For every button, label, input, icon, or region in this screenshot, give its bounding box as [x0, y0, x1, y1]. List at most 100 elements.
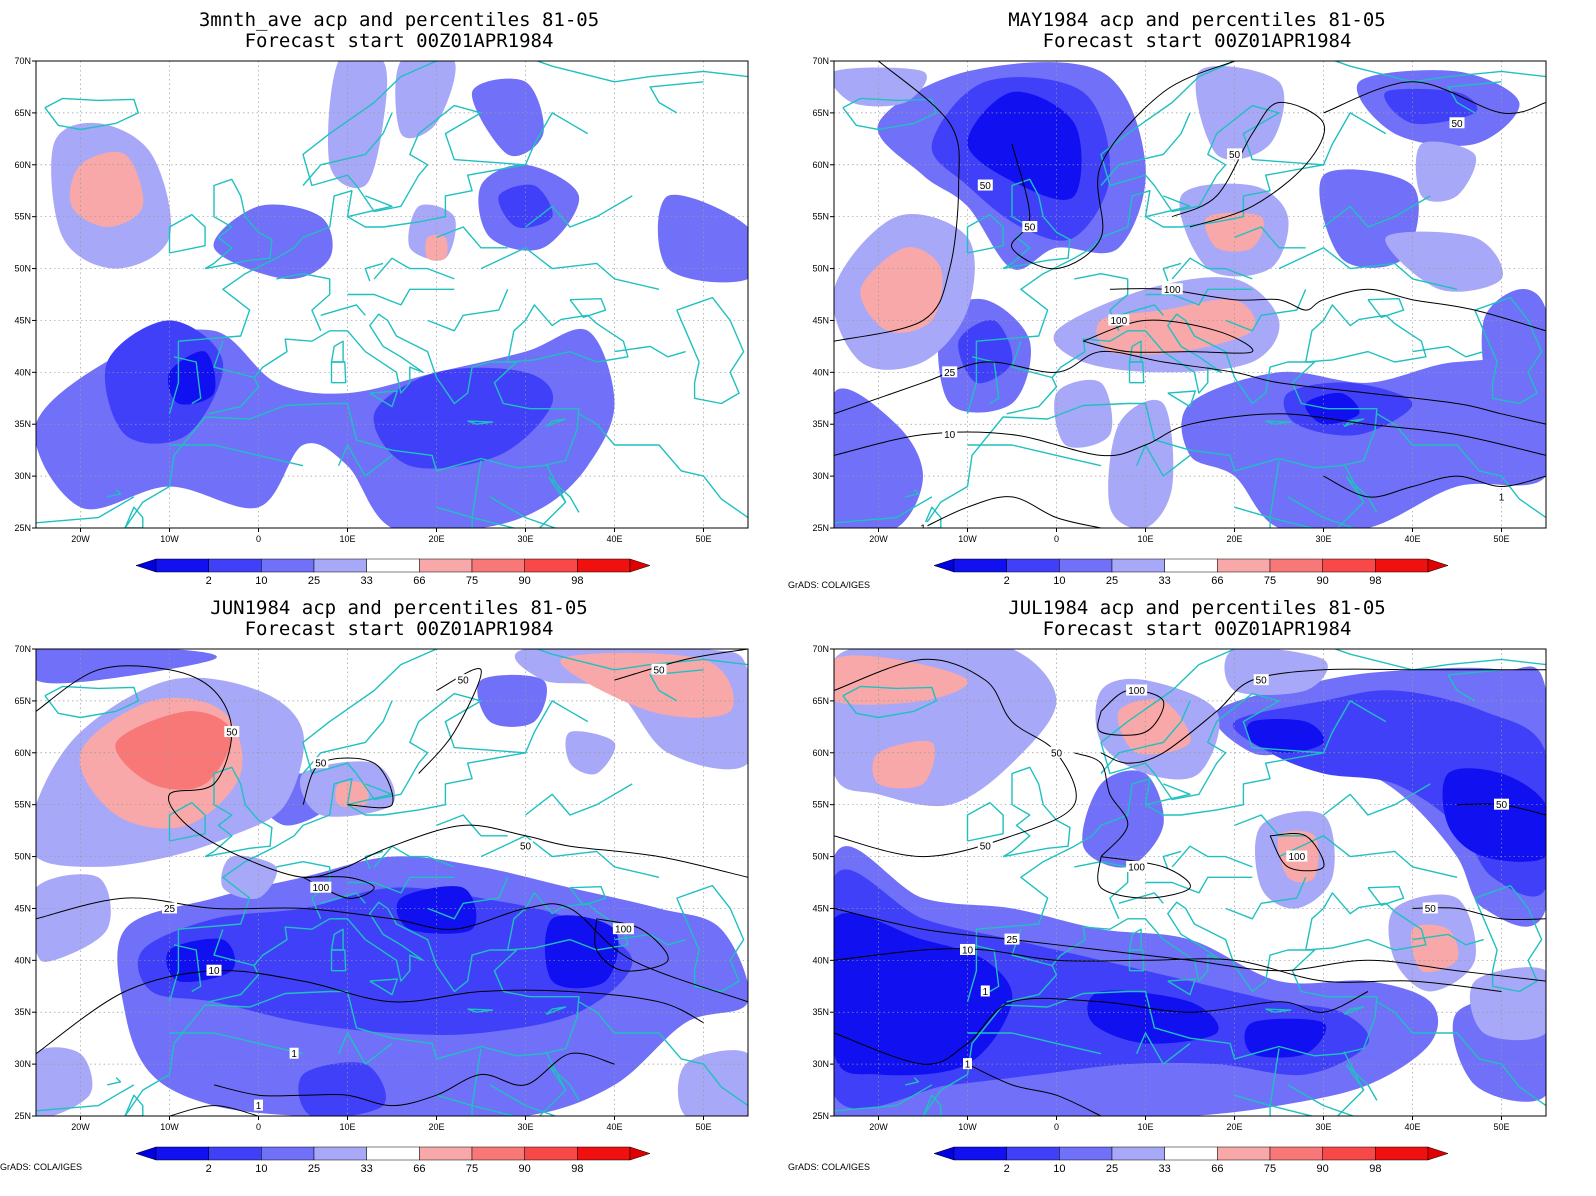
coastline: [124, 901, 580, 1116]
contour-label: 1: [965, 1060, 971, 1071]
lat-label: 55N: [14, 212, 31, 222]
colorbar-label: 33: [1159, 575, 1171, 587]
contour-line: [834, 350, 1546, 425]
contour-label: 10: [208, 966, 220, 977]
contour-label-bg: [980, 985, 990, 997]
coastline: [302, 112, 393, 186]
coastline: [1145, 876, 1253, 894]
coastline: [971, 944, 1000, 993]
coastline: [525, 195, 633, 228]
contour-line: [36, 969, 704, 1055]
coastline: [967, 444, 1102, 467]
contour-line: [1109, 288, 1546, 332]
colorbar-swatch: [1217, 1146, 1271, 1161]
contour-label: 10: [944, 430, 956, 441]
coastline: [467, 1008, 494, 1013]
colorbar-swatch: [1059, 558, 1113, 573]
colorbar-swatch: [1269, 558, 1323, 573]
contour-label: 50: [1229, 150, 1241, 161]
contour-line: [1323, 475, 1546, 498]
coastline: [173, 944, 202, 993]
coastline: [922, 506, 942, 528]
colorbar-label: 66: [1211, 575, 1223, 587]
contour-label-bg: [1286, 850, 1308, 862]
colorbar-swatch: [313, 1146, 367, 1161]
lat-label: 40N: [14, 367, 31, 377]
lat-label: 65N: [812, 696, 829, 706]
coastline: [967, 1032, 1102, 1055]
lat-label: 70N: [14, 56, 31, 66]
colorbar-label: 2: [1004, 575, 1010, 587]
contour-label-bg: [1004, 933, 1020, 945]
coastline: [276, 861, 331, 920]
lon-label: 50E: [1493, 534, 1509, 544]
colorbar-swatch: [577, 1146, 631, 1161]
lat-label: 60N: [812, 748, 829, 758]
colorbar-label: 66: [413, 575, 425, 587]
coastline: [1074, 273, 1129, 332]
lat-label: 25N: [14, 1111, 31, 1121]
grads-credit: GrADS: COLA/IGES: [788, 1162, 871, 1172]
contour-label: 50: [1256, 676, 1268, 687]
coastline: [1322, 112, 1387, 166]
lon-label: 20W: [71, 534, 90, 544]
coastline: [834, 496, 933, 524]
lat-label: 65N: [812, 108, 829, 118]
coastline: [676, 884, 745, 993]
colorbar-label: 25: [1106, 575, 1118, 587]
coastline: [330, 949, 347, 972]
coastline: [1002, 766, 1071, 858]
coastline: [1278, 835, 1458, 878]
coastline: [1474, 296, 1543, 405]
colorbar-label: 98: [1369, 575, 1381, 587]
low-percentile-region: [104, 320, 224, 444]
map-plot: 5050505025100100101170N65N60N55N50N45N40…: [812, 56, 1547, 587]
colorbar-label: 98: [571, 575, 583, 587]
colorbar-swatch: [1322, 1146, 1376, 1161]
coastline: [489, 1084, 558, 1116]
lat-label: 65N: [14, 696, 31, 706]
coastline: [168, 61, 748, 414]
low-percentile-region: [396, 886, 477, 934]
colorbar-label: 90: [519, 1163, 531, 1175]
coastline: [1269, 460, 1280, 528]
colorbar-swatch: [1375, 1146, 1429, 1161]
contour-label-bg: [1022, 221, 1038, 233]
lat-label: 50N: [812, 852, 829, 862]
colorbar-arrow-high: [1427, 1146, 1449, 1161]
contour-label-bg: [310, 881, 332, 893]
colorbar-swatch: [366, 558, 420, 573]
high-percentile-region: [115, 711, 233, 790]
low-percentile-region: [1385, 231, 1503, 292]
contour-label-bg: [1449, 117, 1465, 129]
coastline: [905, 489, 920, 498]
contour-line: [1097, 856, 1191, 899]
coastline: [971, 356, 1000, 405]
contour-label-bg: [289, 1047, 299, 1059]
low-percentile-region: [1469, 967, 1546, 1041]
low-percentile-region: [958, 319, 1013, 384]
lat-label: 40N: [812, 955, 829, 965]
coastline: [1074, 861, 1129, 920]
coastline: [347, 195, 393, 218]
lon-label: 30E: [1315, 534, 1331, 544]
coastline: [107, 1077, 122, 1086]
coastline: [842, 685, 937, 719]
coastline: [1162, 850, 1182, 870]
lon-label: 50E: [1493, 1122, 1509, 1132]
coastline: [1011, 340, 1053, 379]
contour-line: [1083, 319, 1254, 354]
contour-line: [36, 897, 748, 1003]
contour-label-bg: [254, 1099, 263, 1111]
coastline: [1145, 783, 1191, 806]
coastline: [1100, 112, 1191, 186]
contour-line: [834, 991, 1369, 1065]
low-percentile-region: [1246, 719, 1325, 753]
coastline: [276, 273, 331, 332]
contour-label-bg: [1161, 283, 1183, 295]
contour-line: [922, 496, 1102, 528]
contour-line: [213, 1052, 615, 1107]
low-percentile-region: [544, 915, 619, 989]
low-percentile-region: [36, 874, 111, 962]
coastline: [1474, 884, 1543, 993]
